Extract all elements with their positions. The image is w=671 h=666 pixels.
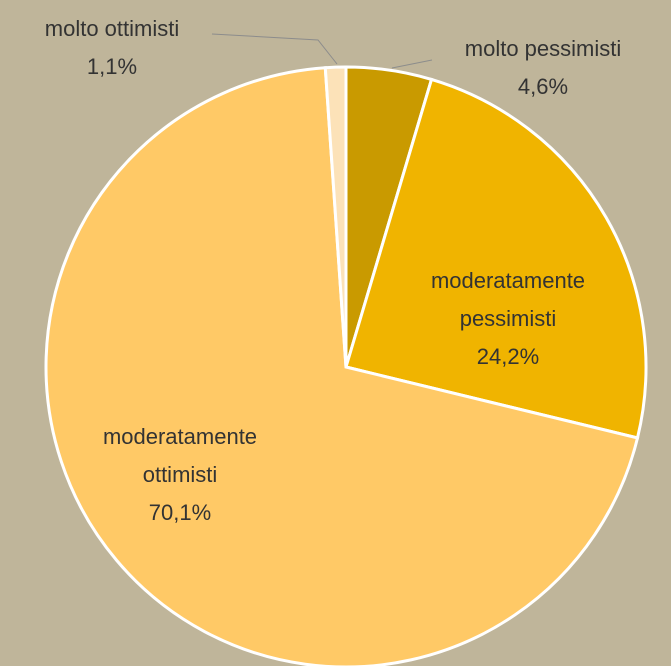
leader-line xyxy=(211,33,338,65)
data-label: moderatamente pessimisti 24,2% xyxy=(408,262,608,376)
data-label: molto pessimisti 4,6% xyxy=(465,30,621,106)
pie-slice xyxy=(323,65,348,368)
slice-name: molto pessimisti xyxy=(464,36,622,61)
leader-line xyxy=(391,59,433,69)
slice-value: 24,2% xyxy=(476,344,540,369)
slice-name: moderatamente pessimisti xyxy=(430,268,586,331)
pie-slice xyxy=(44,66,640,666)
slice-value: 4,6% xyxy=(517,74,569,99)
slice-value: 70,1% xyxy=(148,500,212,525)
data-label: molto ottimisti 1,1% xyxy=(45,10,179,86)
slice-name: molto ottimisti xyxy=(44,16,180,41)
slice-value: 1,1% xyxy=(86,54,138,79)
pie-slice xyxy=(344,77,648,440)
data-label: moderatamente ottimisti 70,1% xyxy=(80,418,280,532)
slice-name: moderatamente ottimisti xyxy=(102,424,258,487)
